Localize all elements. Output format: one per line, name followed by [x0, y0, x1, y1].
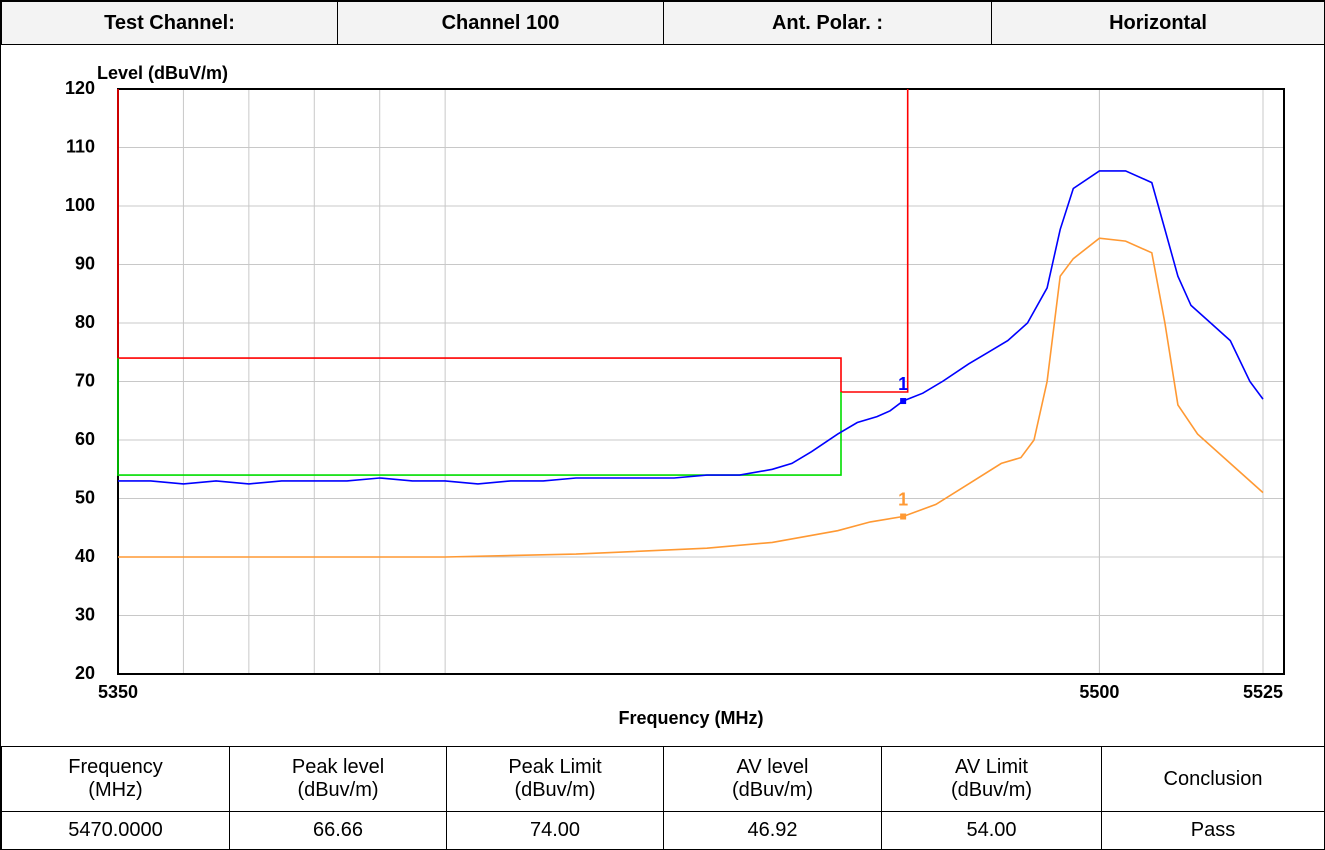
chart: Level (dBuV/m) Frequency (MHz) 20 30 40 50 6…	[65, 63, 1285, 728]
table-row: 5470.0000 66.66 74.00 46.92 54.00 Pass	[1, 811, 1324, 849]
y-tick-label: 100	[65, 195, 95, 215]
header-cell: Test Channel:	[1, 1, 338, 45]
trace	[118, 170, 1264, 485]
header-cell: Horizontal	[991, 1, 1324, 45]
table-header-cell: Peak level (dBuv/m)	[229, 746, 447, 812]
trace	[117, 358, 842, 476]
header-row: Test Channel: Channel 100 Ant. Polar. : …	[1, 1, 1324, 45]
x-tick-label: 5500	[1079, 682, 1119, 702]
x-tick-label: 5350	[98, 682, 138, 702]
y-tick-label: 40	[75, 546, 95, 566]
table-cell: 46.92	[663, 811, 882, 849]
y-tick-label: 20	[75, 663, 95, 683]
y-tick-label: 60	[75, 429, 95, 449]
y-tick-label: 80	[75, 312, 95, 332]
table-header-cell: Frequency (MHz)	[1, 746, 230, 812]
table-header-cell: Peak Limit (dBuv/m)	[446, 746, 664, 812]
y-tick-label: 120	[65, 78, 95, 98]
y-tick-label: 30	[75, 604, 95, 624]
table-cell: Pass	[1101, 811, 1324, 849]
y-tick-label: 90	[75, 253, 95, 273]
trace	[118, 237, 1264, 558]
table-cell: 5470.0000	[1, 811, 230, 849]
result-table: Frequency (MHz) Peak level (dBuv/m) Peak L…	[1, 746, 1324, 849]
y-tick-label: 110	[66, 136, 95, 156]
table-cell: 66.66	[229, 811, 447, 849]
y-tick-label: 70	[75, 370, 95, 390]
table-header-row: Frequency (MHz) Peak level (dBuv/m) Peak L…	[1, 746, 1324, 812]
table-header-cell: AV level (dBuv/m)	[663, 746, 882, 812]
marker	[900, 398, 907, 405]
table-cell: 74.00	[446, 811, 664, 849]
table-header-cell: Conclusion	[1101, 746, 1324, 812]
header-cell: Channel 100	[337, 1, 664, 45]
table-cell: 54.00	[881, 811, 1102, 849]
marker-label: 1	[898, 489, 908, 509]
header-table: Test Channel: Channel 100 Ant. Polar. : …	[1, 1, 1324, 45]
x-tick-label: 5525	[1243, 682, 1283, 702]
y-axis-label: Level (dBuV/m)	[97, 63, 228, 83]
y-tick-label: 50	[75, 487, 95, 507]
x-axis-label: Frequency (MHz)	[618, 708, 763, 728]
marker	[900, 513, 907, 520]
trace	[117, 89, 909, 393]
header-cell: Ant. Polar. :	[663, 1, 992, 45]
marker-label: 1	[898, 374, 908, 394]
table-header-cell: AV Limit (dBuv/m)	[881, 746, 1102, 812]
